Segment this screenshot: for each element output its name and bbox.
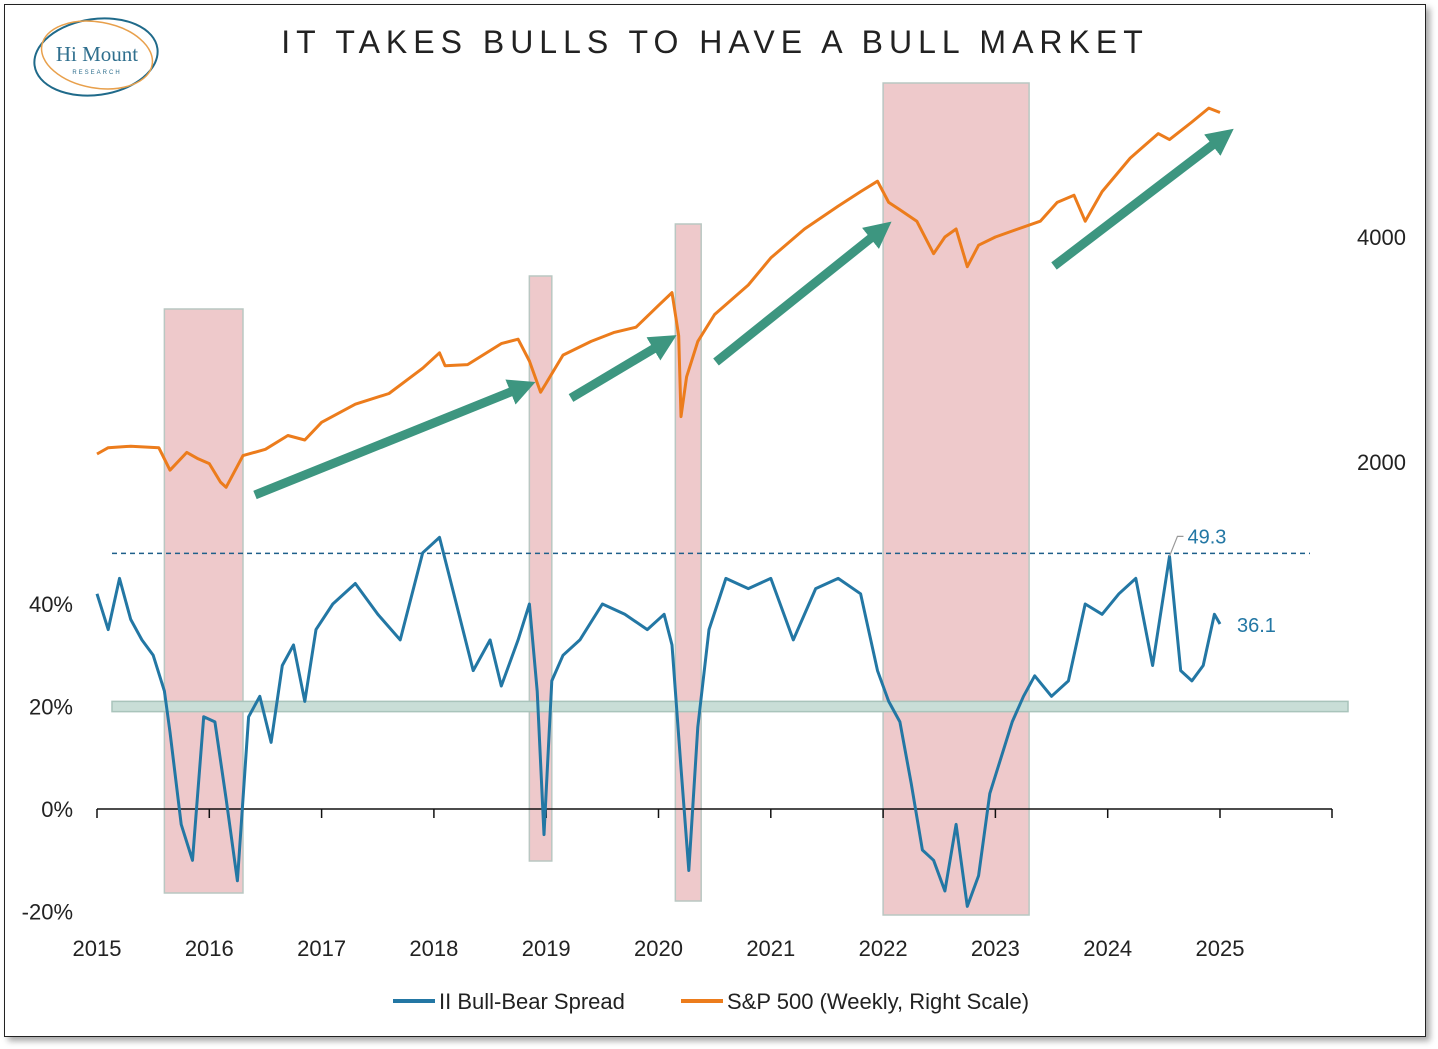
x-tick-label: 2019 — [522, 936, 571, 961]
x-tick-label: 2023 — [971, 936, 1020, 961]
chart-frame: Hi Mount RESEARCH IT TAKES BULLS TO HAVE… — [4, 4, 1426, 1037]
right-axis: 4000 2000 — [1357, 225, 1406, 475]
x-tick-label: 2024 — [1083, 936, 1132, 961]
left-tick-label: 40% — [29, 592, 73, 617]
max-leader-line — [1168, 535, 1184, 557]
x-tick-label: 2020 — [634, 936, 683, 961]
logo-sub: RESEARCH — [72, 70, 121, 76]
left-tick-label: -20% — [22, 900, 73, 925]
shaded-period — [882, 82, 1030, 916]
x-tick-label: 2017 — [297, 936, 346, 961]
shaded-period — [528, 275, 553, 862]
x-tick-label: 2018 — [409, 936, 458, 961]
left-tick-label: 0% — [41, 797, 73, 822]
max-value-label: 49.3 — [1187, 526, 1226, 548]
trend-arrow — [1051, 128, 1234, 270]
legend-label-sp500: S&P 500 (Weekly, Right Scale) — [727, 989, 1029, 1014]
x-tick-label: 2025 — [1196, 936, 1245, 961]
shaded-period — [163, 308, 244, 894]
last-value-label: 36.1 — [1237, 615, 1276, 637]
right-tick-label: 4000 — [1357, 225, 1406, 250]
logo-ring-inner — [40, 20, 154, 90]
threshold-band-layer — [111, 700, 1349, 713]
series-line-spread — [95, 535, 1222, 908]
legend: II Bull-Bear Spread S&P 500 (Weekly, Rig… — [393, 989, 1029, 1014]
annotations: 49.3 36.1 — [1168, 526, 1276, 637]
left-axis: 40% 20% 0% -20% — [22, 592, 73, 925]
trend-arrows — [253, 128, 1234, 500]
trend-arrow — [568, 335, 677, 402]
trend-arrow — [713, 221, 892, 366]
shaded-period — [674, 223, 702, 902]
x-axis: 2015 2016 2017 2018 2019 2020 2021 2022 2023 2024… — [73, 808, 1333, 961]
x-tick-label: 2016 — [185, 936, 234, 961]
logo: Hi Mount RESEARCH — [33, 17, 159, 97]
left-tick-label: 20% — [29, 695, 73, 720]
x-tick-label: 2015 — [73, 936, 122, 961]
chart-title: IT TAKES BULLS TO HAVE A BULL MARKET — [281, 24, 1149, 60]
trend-arrow — [253, 379, 536, 500]
chart-svg: Hi Mount RESEARCH IT TAKES BULLS TO HAVE… — [22, 17, 1406, 1014]
logo-name: Hi Mount — [56, 42, 138, 66]
series-layer — [95, 106, 1222, 908]
x-tick-label: 2022 — [859, 936, 908, 961]
series-line-sp500 — [96, 106, 1221, 489]
right-tick-label: 2000 — [1357, 450, 1406, 475]
threshold-band — [111, 700, 1349, 713]
legend-label-spread: II Bull-Bear Spread — [439, 989, 625, 1014]
x-tick-label: 2021 — [746, 936, 795, 961]
logo-ring-outer — [33, 17, 159, 97]
